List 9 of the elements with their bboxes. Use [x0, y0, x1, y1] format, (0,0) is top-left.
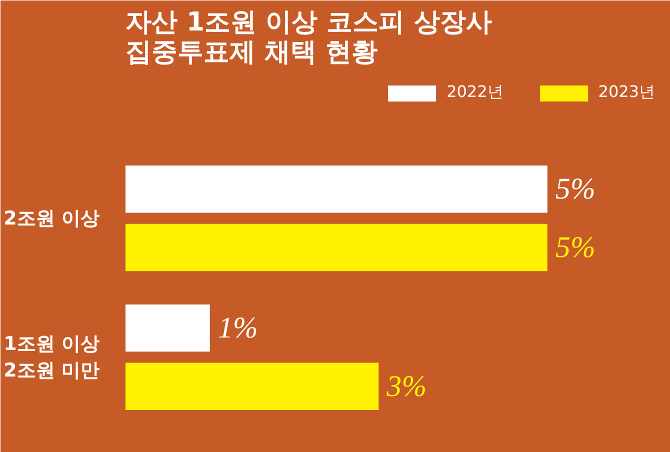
data-label: 5% [555, 231, 596, 264]
y-tick-label: 2조원 이상 [4, 207, 100, 230]
data-label: 3% [386, 370, 427, 403]
y-tick-label: 1조원 이상 2조원 미만 [4, 333, 100, 382]
data-label: 1% [218, 312, 258, 345]
data-label: 5% [555, 172, 596, 206]
chart-title: 자산 1조원 이상 코스피 상장사 집중투표제 채택 현황 [126, 8, 492, 68]
legend-label: 2022년 [446, 82, 504, 103]
legend-label: 2023년 [598, 82, 655, 103]
